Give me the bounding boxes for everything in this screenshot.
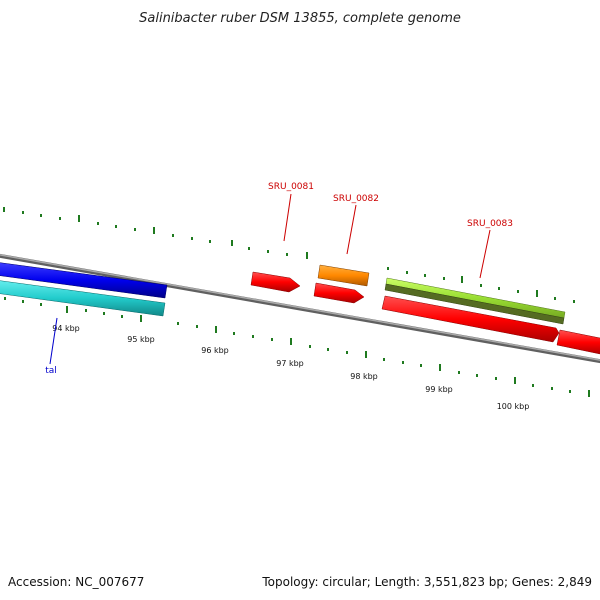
gene-label-sru0081-group[interactable]: SRU_0081 bbox=[268, 182, 314, 242]
scale-labels: 94 kbp 95 kbp 96 kbp 97 kbp 98 kbp 99 kb… bbox=[52, 324, 529, 411]
gene-label-tal-group[interactable]: tal bbox=[45, 317, 58, 376]
gene-blue[interactable] bbox=[0, 262, 168, 299]
scale-label-100: 100 kbp bbox=[497, 402, 530, 411]
map-title: Salinibacter ruber DSM 13855, complete g… bbox=[139, 11, 461, 26]
gene-cyan-tal[interactable] bbox=[0, 280, 166, 317]
gene-label-sru0083-group[interactable]: SRU_0083 bbox=[467, 219, 513, 279]
gene-red-sru0083[interactable] bbox=[381, 295, 560, 343]
gene-red-sru0082[interactable] bbox=[313, 282, 365, 304]
gene-red-sru0081[interactable] bbox=[250, 271, 301, 293]
genome-backbone bbox=[0, 253, 600, 364]
scale-label-96: 96 kbp bbox=[201, 346, 229, 355]
gene-label-sru0083: SRU_0083 bbox=[467, 219, 513, 229]
scale-label-95: 95 kbp bbox=[127, 335, 155, 344]
topology-text: Topology: circular; Length: 3,551,823 bp… bbox=[261, 575, 592, 589]
scale-label-94: 94 kbp bbox=[52, 324, 80, 333]
scale-label-97: 97 kbp bbox=[276, 359, 304, 368]
gene-label-tal: tal bbox=[45, 366, 57, 376]
gene-red-next[interactable] bbox=[556, 329, 600, 355]
accession-text: Accession: NC_007677 bbox=[8, 575, 144, 589]
gene-label-sru0082-group[interactable]: SRU_0082 bbox=[333, 194, 379, 255]
gene-orange-sru0082[interactable] bbox=[317, 264, 370, 287]
upper-tick-track bbox=[3, 207, 575, 303]
lower-tick-track bbox=[4, 297, 590, 397]
gene-label-sru0082: SRU_0082 bbox=[333, 194, 379, 204]
scale-label-99: 99 kbp bbox=[425, 385, 453, 394]
scale-label-98: 98 kbp bbox=[350, 372, 378, 381]
gene-label-sru0081: SRU_0081 bbox=[268, 182, 314, 192]
gene-lime-sru0083[interactable] bbox=[384, 277, 566, 325]
